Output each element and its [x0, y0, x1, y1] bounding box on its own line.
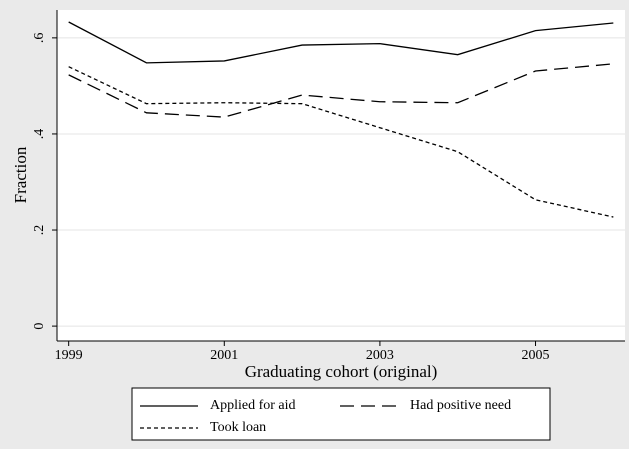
y-tick-label: 0: [32, 323, 47, 330]
x-tick-label: 2003: [366, 348, 394, 363]
legend-label: Took loan: [210, 420, 266, 435]
legend-label: Applied for aid: [210, 398, 296, 413]
x-tick-label: 1999: [55, 348, 83, 363]
y-tick-label: .4: [32, 129, 47, 140]
y-axis-title: Fraction: [11, 146, 30, 203]
data-line: [68, 21, 614, 64]
x-tick-label: 2005: [522, 348, 550, 363]
y-tick-label: .6: [32, 33, 47, 44]
y-tick-label: .2: [32, 225, 47, 236]
legend-label: Had positive need: [410, 398, 511, 413]
data-line: [68, 63, 614, 118]
x-axis-title: Graduating cohort (original): [245, 362, 438, 381]
legend-box: [131, 387, 551, 441]
x-tick-label: 2001: [210, 348, 238, 363]
data-line: [68, 66, 614, 218]
plot-area: [57, 10, 625, 341]
